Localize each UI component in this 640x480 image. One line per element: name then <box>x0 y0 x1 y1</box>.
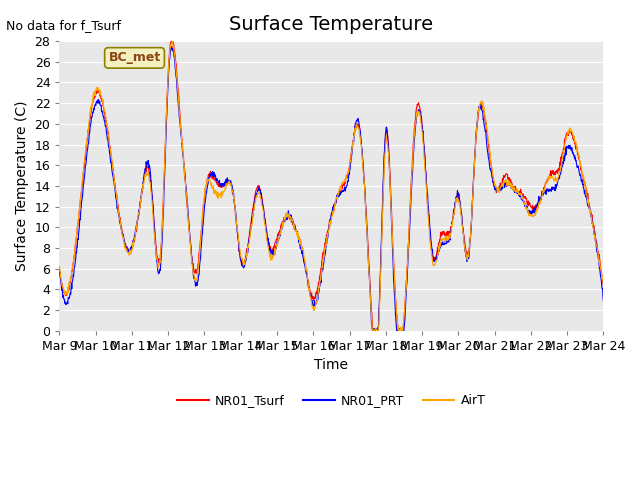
Y-axis label: Surface Temperature (C): Surface Temperature (C) <box>15 101 29 271</box>
Title: Surface Temperature: Surface Temperature <box>229 15 433 34</box>
X-axis label: Time: Time <box>314 359 348 372</box>
Legend: NR01_Tsurf, NR01_PRT, AirT: NR01_Tsurf, NR01_PRT, AirT <box>172 389 490 412</box>
Text: No data for f_Tsurf: No data for f_Tsurf <box>6 19 122 32</box>
Text: BC_met: BC_met <box>108 51 161 64</box>
